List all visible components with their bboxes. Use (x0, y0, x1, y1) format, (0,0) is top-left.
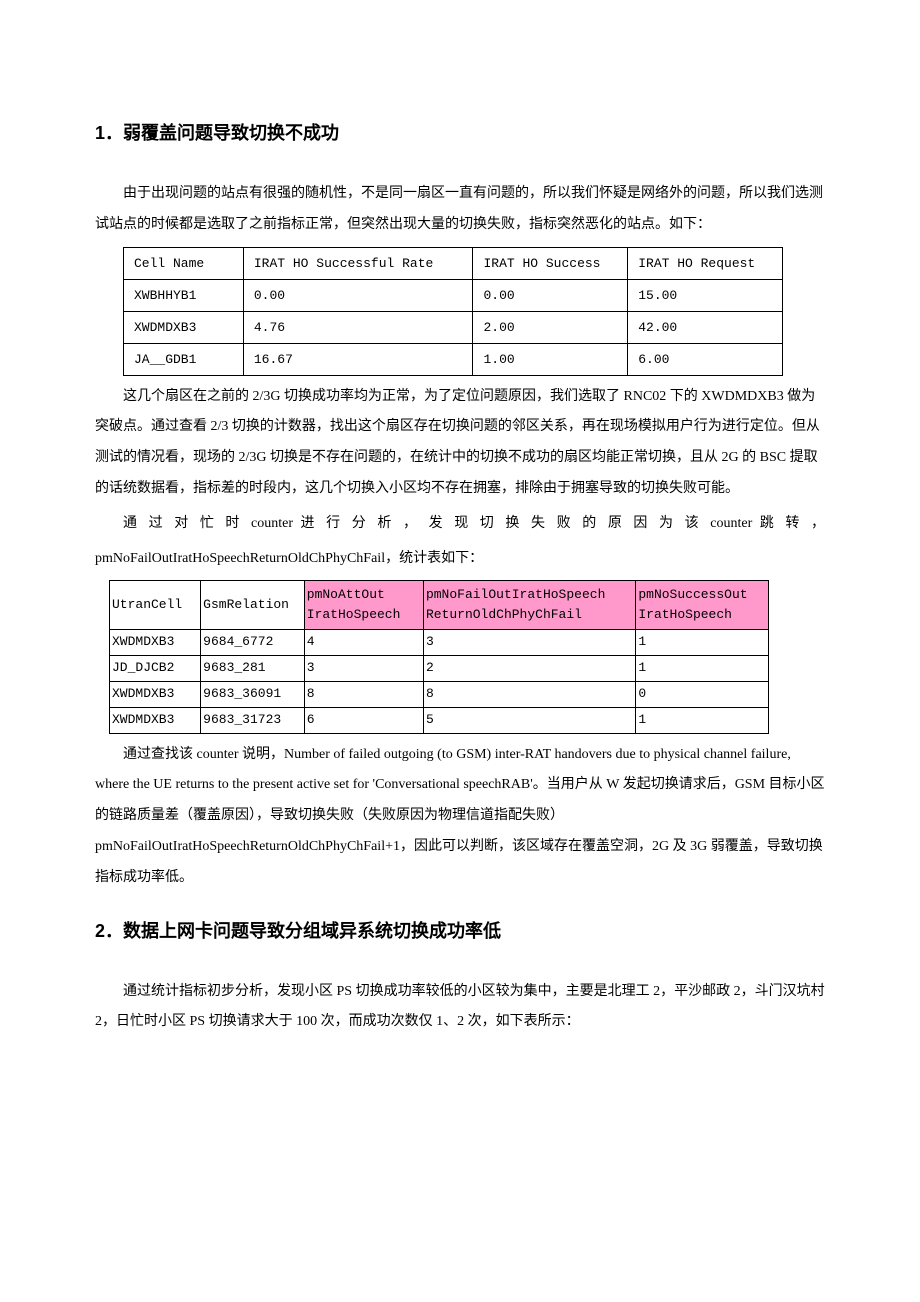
cell: 3 (304, 656, 423, 682)
cell: 6 (304, 707, 423, 733)
col-header: IRAT HO Successful Rate (243, 247, 473, 279)
table-counter: UtranCell GsmRelation pmNoAttOutIratHoSp… (109, 580, 769, 733)
cell: XWDMDXB3 (110, 630, 201, 656)
cell: 9684_6772 (201, 630, 305, 656)
cell: 1 (636, 656, 769, 682)
section-1-heading: 1．弱覆盖问题导致切换不成功 (95, 120, 825, 147)
section-2-para-1: 通过统计指标初步分析，发现小区 PS 切换成功率较低的小区较为集中，主要是北理工… (95, 977, 825, 1039)
cell: 42.00 (628, 311, 783, 343)
table-row: JD_DJCB2 9683_281 3 2 1 (110, 656, 769, 682)
cell: 1.00 (473, 343, 628, 375)
cell: 4.76 (243, 311, 473, 343)
cell: 8 (304, 681, 423, 707)
cell: JA__GDB1 (124, 343, 244, 375)
cell: 16.67 (243, 343, 473, 375)
cell: 0.00 (243, 279, 473, 311)
col-header: IRAT HO Request (628, 247, 783, 279)
cell: 1 (636, 707, 769, 733)
section-1-para-3a: 通 过 对 忙 时 counter 进 行 分 析 ， 发 现 切 换 失 败 … (95, 509, 825, 540)
cell: JD_DJCB2 (110, 656, 201, 682)
table-row: UtranCell GsmRelation pmNoAttOutIratHoSp… (110, 581, 769, 630)
cell: 6.00 (628, 343, 783, 375)
section-1-para-4: 通过查找该 counter 说明，Number of failed outgoi… (95, 740, 825, 894)
table-row: JA__GDB1 16.67 1.00 6.00 (124, 343, 783, 375)
cell: XWDMDXB3 (110, 707, 201, 733)
table-row: Cell Name IRAT HO Successful Rate IRAT H… (124, 247, 783, 279)
col-header: pmNoSuccessOutIratHoSpeech (636, 581, 769, 630)
section-2-heading: 2．数据上网卡问题导致分组域异系统切换成功率低 (95, 918, 825, 945)
cell: 9683_281 (201, 656, 305, 682)
cell: 2 (423, 656, 635, 682)
cell: 2.00 (473, 311, 628, 343)
cell: 1 (636, 630, 769, 656)
cell: 5 (423, 707, 635, 733)
section-1-para-1: 由于出现问题的站点有很强的随机性，不是同一扇区一直有问题的，所以我们怀疑是网络外… (95, 179, 825, 241)
cell: XWBHHYB1 (124, 279, 244, 311)
cell: XWDMDXB3 (110, 681, 201, 707)
col-header: Cell Name (124, 247, 244, 279)
cell: 4 (304, 630, 423, 656)
table-row: XWDMDXB3 4.76 2.00 42.00 (124, 311, 783, 343)
col-header: pmNoAttOutIratHoSpeech (304, 581, 423, 630)
cell: 8 (423, 681, 635, 707)
cell: 0.00 (473, 279, 628, 311)
table-irat-ho: Cell Name IRAT HO Successful Rate IRAT H… (123, 247, 783, 376)
table-row: XWBHHYB1 0.00 0.00 15.00 (124, 279, 783, 311)
col-header: pmNoFailOutIratHoSpeechReturnOldChPhyChF… (423, 581, 635, 630)
cell: XWDMDXB3 (124, 311, 244, 343)
section-1-para-2: 这几个扇区在之前的 2/3G 切换成功率均为正常，为了定位问题原因，我们选取了 … (95, 382, 825, 505)
col-header: UtranCell (110, 581, 201, 630)
col-header: IRAT HO Success (473, 247, 628, 279)
cell: 3 (423, 630, 635, 656)
col-header: GsmRelation (201, 581, 305, 630)
cell: 0 (636, 681, 769, 707)
section-1-para-3b: pmNoFailOutIratHoSpeechReturnOldChPhyChF… (95, 544, 825, 575)
cell: 9683_31723 (201, 707, 305, 733)
table-row: XWDMDXB3 9684_6772 4 3 1 (110, 630, 769, 656)
document-page: 1．弱覆盖问题导致切换不成功 由于出现问题的站点有很强的随机性，不是同一扇区一直… (0, 0, 920, 1102)
cell: 9683_36091 (201, 681, 305, 707)
table-row: XWDMDXB3 9683_31723 6 5 1 (110, 707, 769, 733)
table-row: XWDMDXB3 9683_36091 8 8 0 (110, 681, 769, 707)
cell: 15.00 (628, 279, 783, 311)
